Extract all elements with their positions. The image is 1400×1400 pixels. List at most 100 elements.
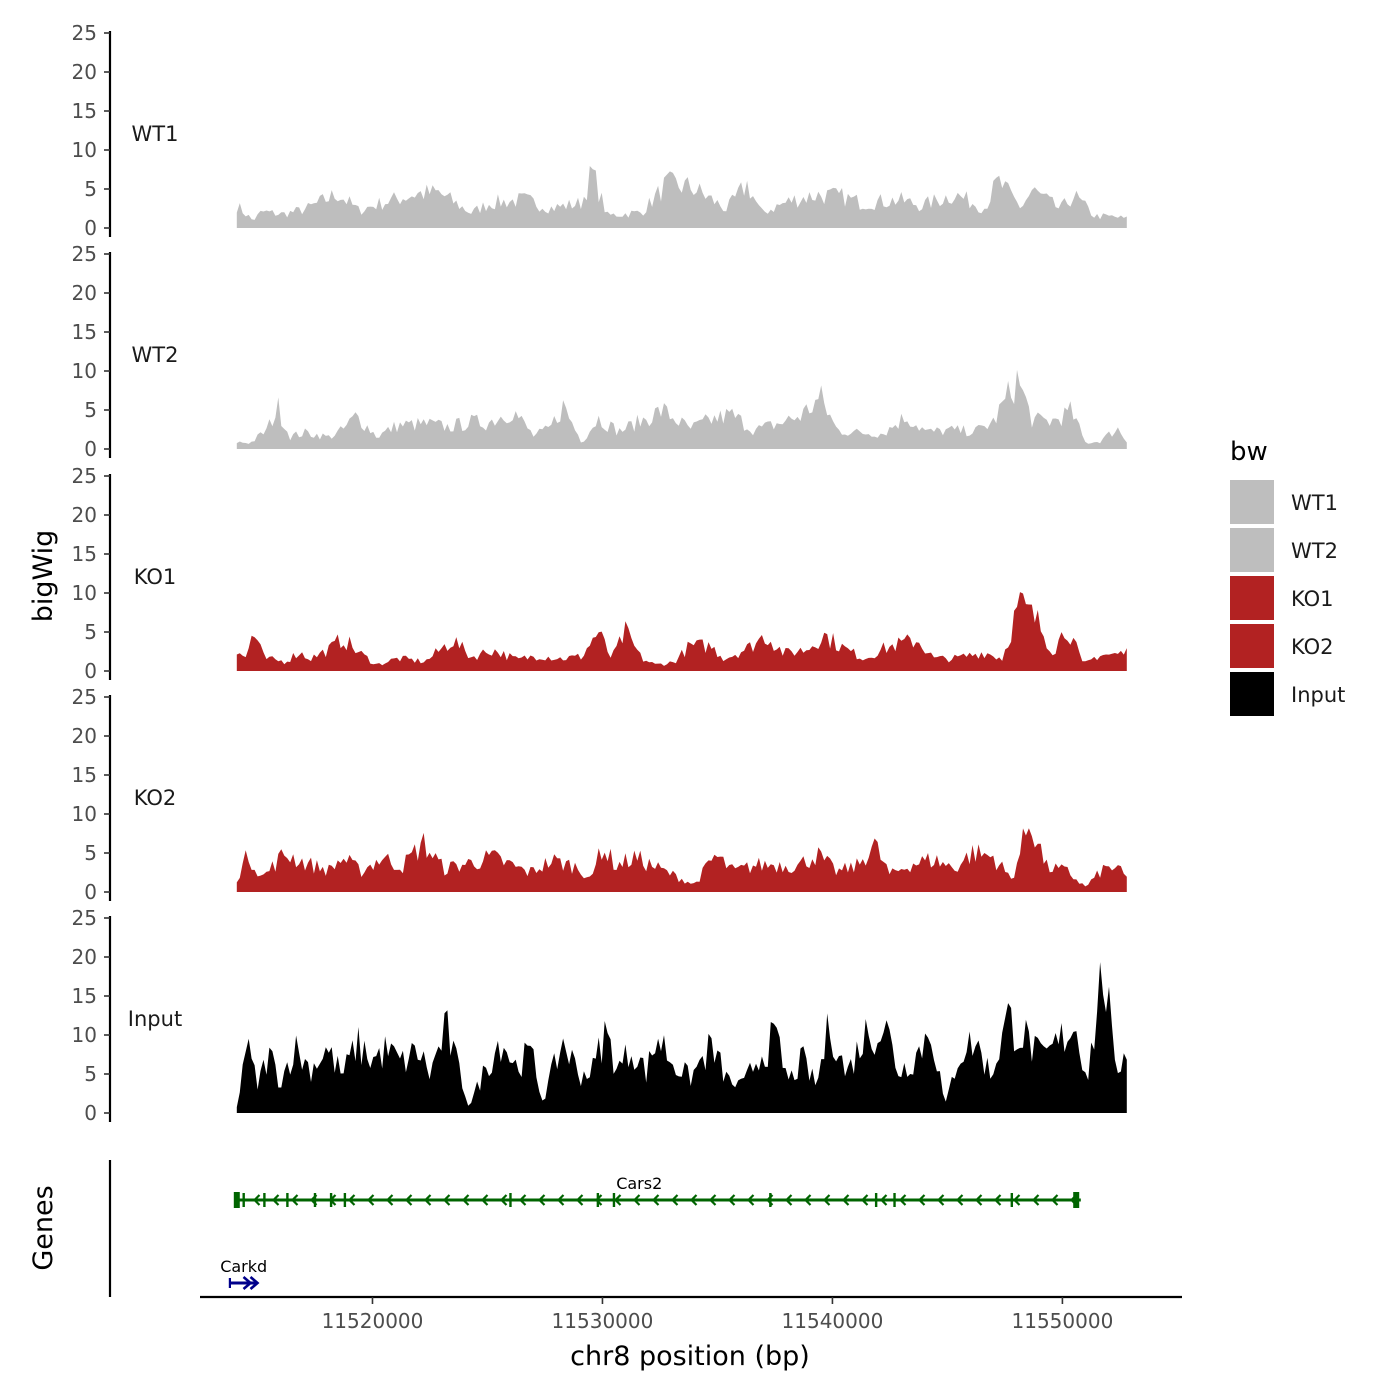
strand-arrow	[271, 1194, 280, 1206]
strand-arrow	[974, 1194, 983, 1206]
y-tick-label: 20	[72, 724, 97, 748]
y-tick-label: 15	[72, 984, 97, 1008]
strand-arrow	[499, 1194, 508, 1206]
legend-key-wt2	[1230, 528, 1274, 572]
legend: WT1 WT2 KO1 KO2 Input	[1230, 480, 1345, 716]
track-label: WT1	[132, 122, 179, 146]
strand-arrow	[594, 1194, 603, 1206]
strand-arrow	[936, 1194, 945, 1206]
y-tick-label: 5	[84, 1062, 97, 1086]
legend-label: WT2	[1291, 539, 1338, 563]
gene-cars2: Cars2	[233, 1174, 1081, 1208]
legend-key-ko1	[1230, 576, 1274, 620]
strand-arrow	[404, 1194, 413, 1206]
strand-arrow	[1050, 1194, 1059, 1206]
track-label: KO2	[134, 786, 177, 810]
exon	[612, 1193, 616, 1207]
strand-arrow	[784, 1194, 793, 1206]
area-wt2	[236, 369, 1127, 449]
strand-arrow	[822, 1194, 831, 1206]
y-tick-label: 5	[84, 177, 97, 201]
strand-arrow	[632, 1194, 641, 1206]
strand-arrow	[1012, 1194, 1021, 1206]
exon	[509, 1193, 512, 1207]
track-wt2: 0 5 10 15 20 25 WT2	[72, 242, 1127, 461]
strand-arrow	[803, 1194, 812, 1206]
y-tick-label: 20	[72, 281, 97, 305]
x-axis: 11520000 11530000 11540000 11550000	[200, 1295, 1182, 1333]
x-axis-title: chr8 position (bp)	[570, 1341, 810, 1372]
strand-arrow	[917, 1194, 926, 1206]
strand-arrow	[290, 1194, 299, 1206]
strand-arrow	[347, 1194, 356, 1206]
y-tick-label: 0	[84, 437, 97, 461]
exon	[1073, 1192, 1080, 1208]
y-tick-label: 20	[72, 60, 97, 84]
area-input	[236, 962, 1127, 1113]
area-ko1	[236, 592, 1127, 671]
y-tick-label: 10	[72, 359, 97, 383]
legend-label: WT1	[1291, 491, 1338, 515]
y-tick-label: 25	[72, 464, 97, 488]
plot-layer: 0 5 10 15 20 25 WT1 0 5 10 15 20 25 WT2 0 5 10 15 20 25 KO1 0…	[72, 21, 1346, 1333]
y-tick-label: 25	[72, 21, 97, 45]
strand-arrow	[575, 1194, 584, 1206]
exon	[263, 1193, 266, 1207]
strand-arrow	[993, 1194, 1002, 1206]
track-ko2: 0 5 10 15 20 25 KO2	[72, 685, 1127, 904]
strand-arrow	[879, 1194, 888, 1206]
strand-arrow	[537, 1194, 546, 1206]
y-tick-label: 25	[72, 242, 97, 266]
strand-arrow	[480, 1194, 489, 1206]
strand-arrow	[518, 1194, 527, 1206]
y-tick-label: 25	[72, 685, 97, 709]
strand-arrow	[461, 1194, 470, 1206]
strand-arrow	[898, 1194, 907, 1206]
exon	[596, 1193, 600, 1207]
y-tick-label: 15	[72, 542, 97, 566]
genes-panel: Cars2 Carkd	[108, 1160, 1081, 1297]
y-axis-title: bigWig	[28, 530, 59, 623]
y-tick-label: 10	[72, 581, 97, 605]
gene-label: Carkd	[220, 1257, 267, 1276]
strand-arrow	[1031, 1194, 1040, 1206]
exon	[286, 1193, 289, 1207]
gene-label: Cars2	[616, 1174, 662, 1193]
track-ko1: 0 5 10 15 20 25 KO1	[72, 464, 1127, 683]
strand-arrow	[442, 1194, 451, 1206]
track-wt1: 0 5 10 15 20 25 WT1	[72, 21, 1127, 240]
legend-title: bw	[1230, 437, 1268, 467]
y-tick-label: 15	[72, 99, 97, 123]
strand-arrow	[249, 1276, 260, 1290]
y-tick-label: 0	[84, 659, 97, 683]
x-tick-label: 11540000	[782, 1309, 884, 1333]
y-tick-label: 5	[84, 398, 97, 422]
exon	[233, 1192, 240, 1208]
strand-arrow	[252, 1194, 261, 1206]
strand-arrow	[556, 1194, 565, 1206]
track-input: 0 5 10 15 20 25 Input	[72, 906, 1127, 1125]
exon	[343, 1193, 347, 1207]
x-tick-label: 11520000	[322, 1309, 424, 1333]
y-tick-label: 0	[84, 1101, 97, 1125]
strand-arrow	[727, 1194, 736, 1206]
y-tick-label: 10	[72, 1023, 97, 1047]
area-wt1	[236, 166, 1127, 228]
strand-arrow	[385, 1194, 394, 1206]
strand-arrow	[955, 1194, 964, 1206]
y-tick-label: 10	[72, 138, 97, 162]
track-label: Input	[128, 1007, 182, 1031]
y-tick-label: 20	[72, 945, 97, 969]
y-tick-label: 10	[72, 802, 97, 826]
exon	[329, 1193, 333, 1207]
y-tick-label: 0	[84, 880, 97, 904]
y-tick-label: 15	[72, 320, 97, 344]
y-tick-label: 15	[72, 763, 97, 787]
track-label: KO1	[134, 565, 177, 589]
x-tick-label: 11550000	[1012, 1309, 1114, 1333]
y-tick-label: 0	[84, 216, 97, 240]
exon	[313, 1193, 317, 1207]
strand-arrow	[651, 1194, 660, 1206]
y-tick-label: 25	[72, 906, 97, 930]
